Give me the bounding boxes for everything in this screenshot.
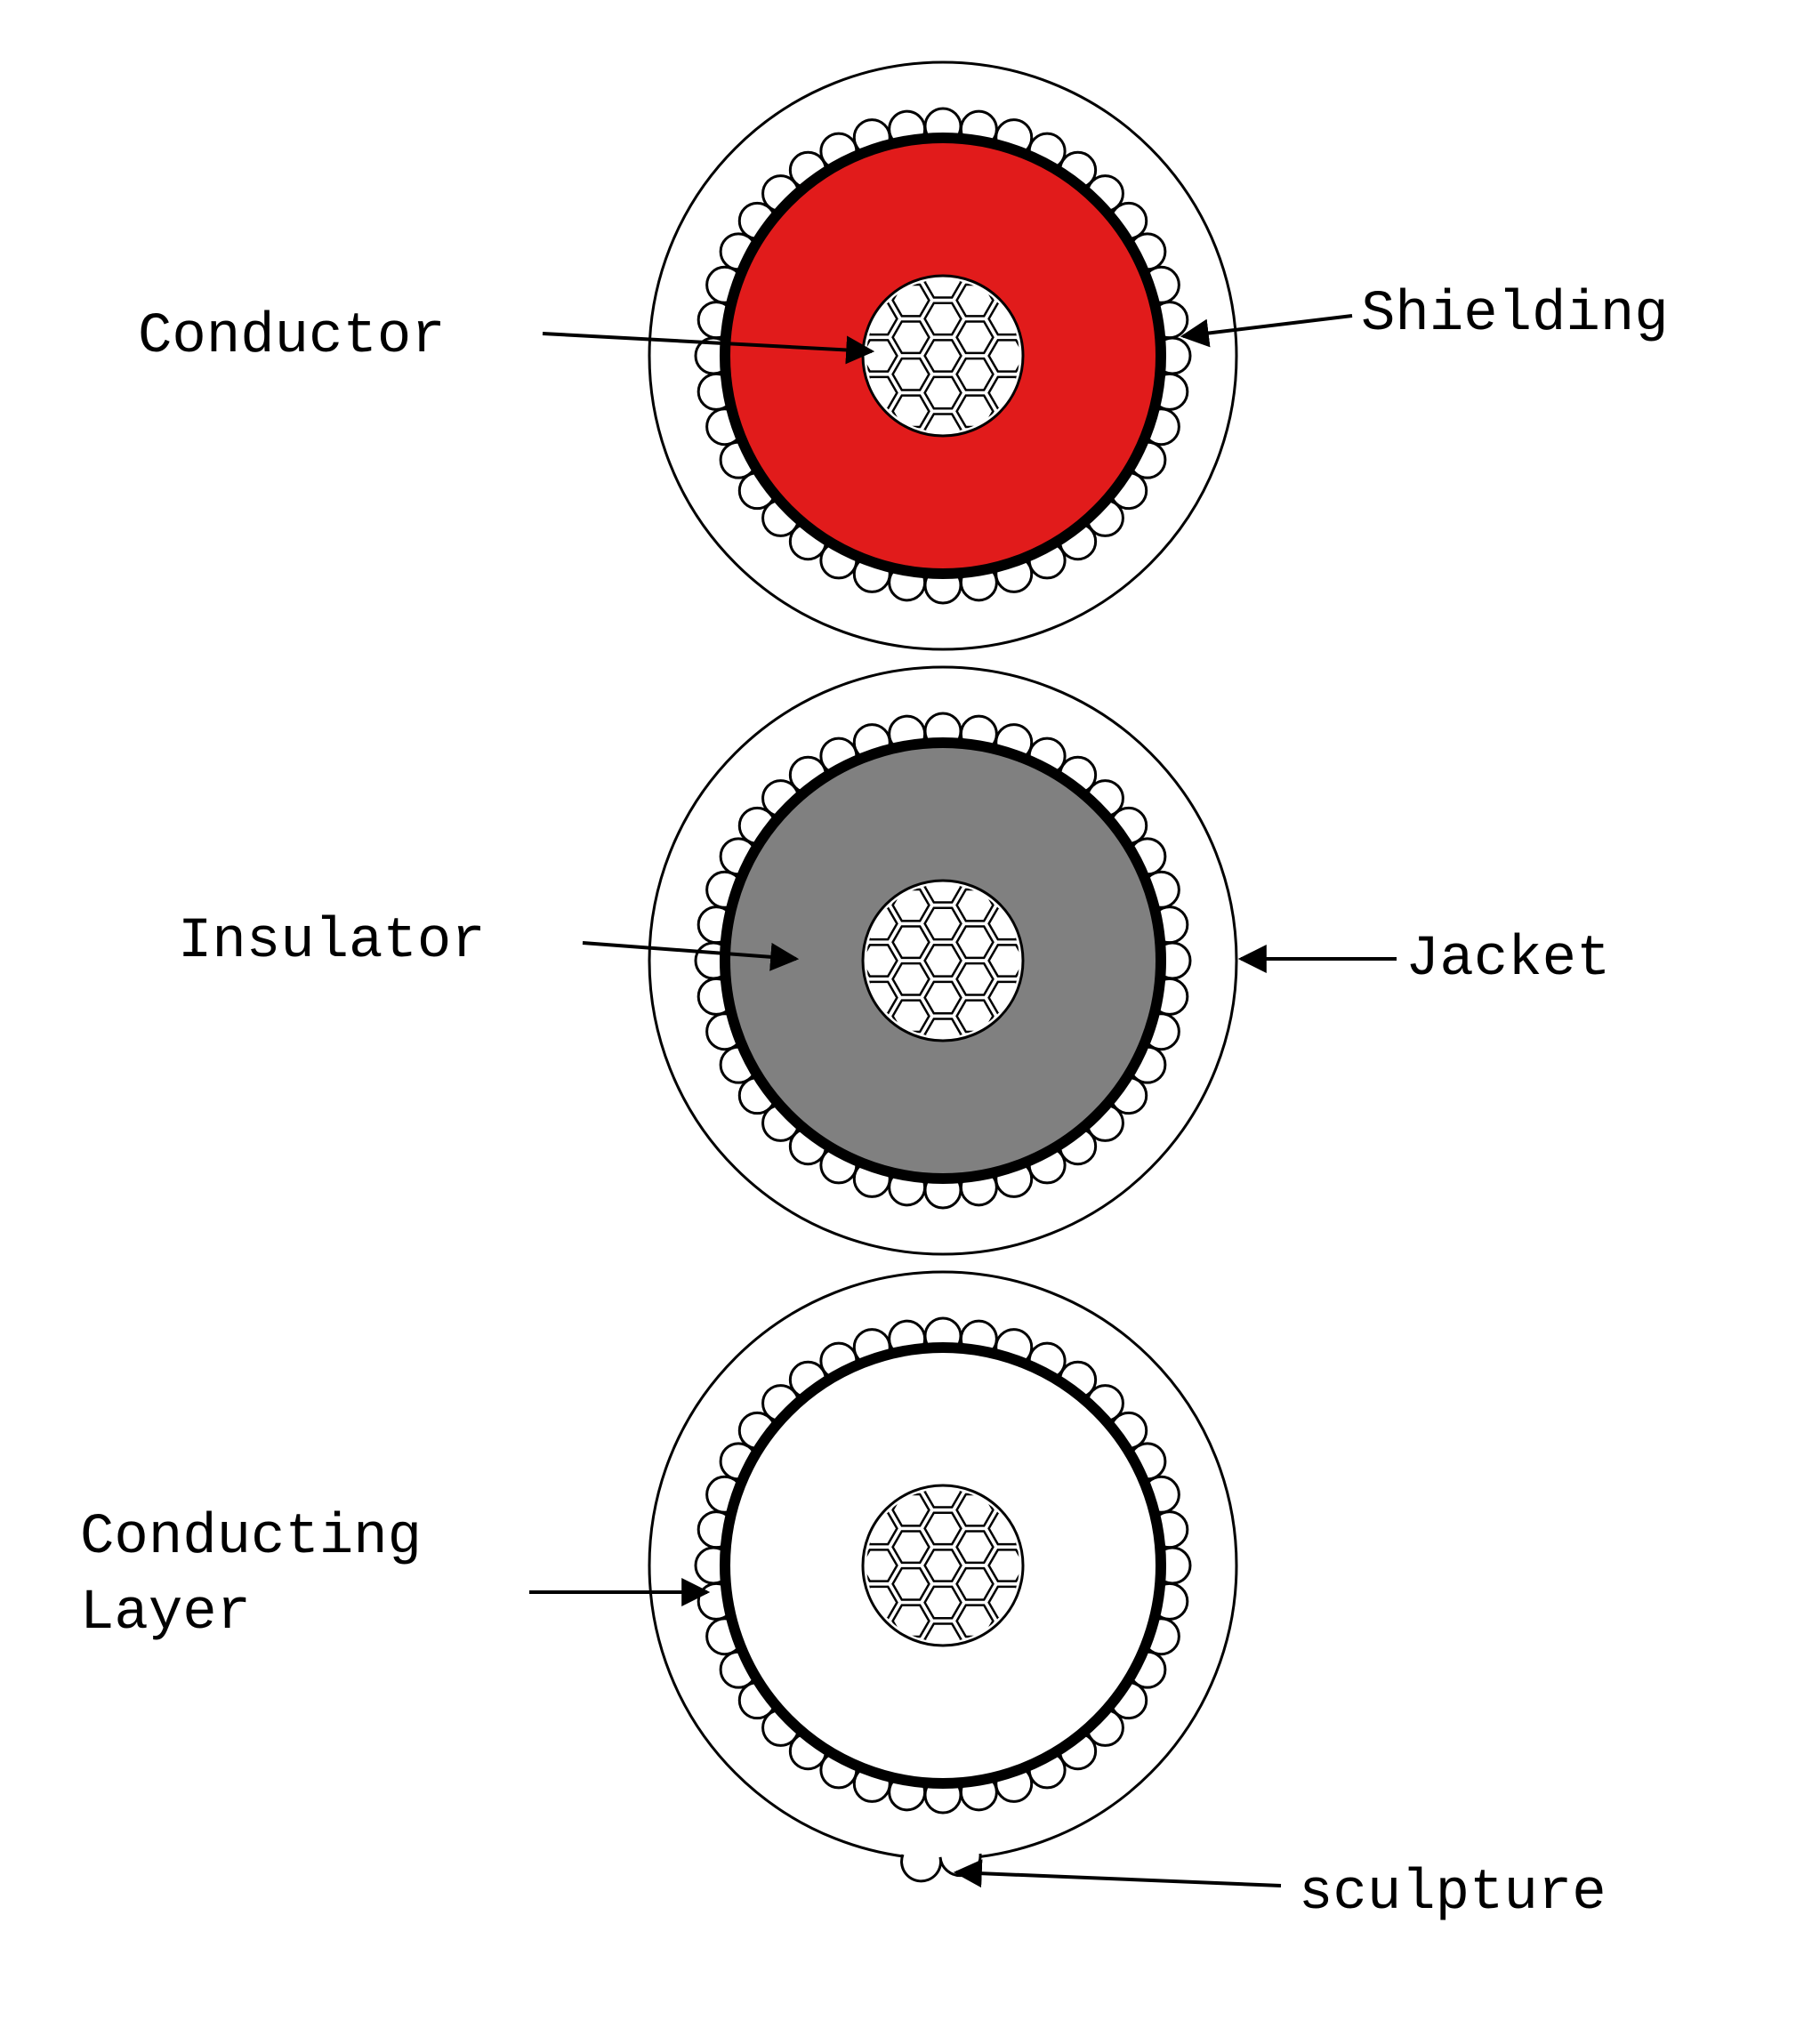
- leader-line: [1183, 316, 1352, 336]
- conductor-core: [863, 1485, 1023, 1646]
- conductor-core: [863, 276, 1023, 436]
- cable-section: Insulator Jacket: [178, 667, 1610, 1254]
- conductor-core: [863, 881, 1023, 1041]
- cable-section: Conducting Layer sculpture: [80, 1272, 1607, 1926]
- label-text: Conductor: [138, 305, 446, 369]
- label-text: Insulator: [178, 910, 486, 974]
- sculpture-bumps: [902, 1854, 981, 1881]
- label-text: Jacket: [1405, 928, 1610, 992]
- leader-line: [956, 1872, 1281, 1886]
- label-text: Conducting: [80, 1506, 422, 1570]
- label-text: Layer: [80, 1581, 251, 1646]
- cable-section: Conductor Shielding: [138, 62, 1669, 649]
- label-text: Shielding: [1361, 283, 1669, 347]
- label-text: sculpture: [1299, 1862, 1607, 1926]
